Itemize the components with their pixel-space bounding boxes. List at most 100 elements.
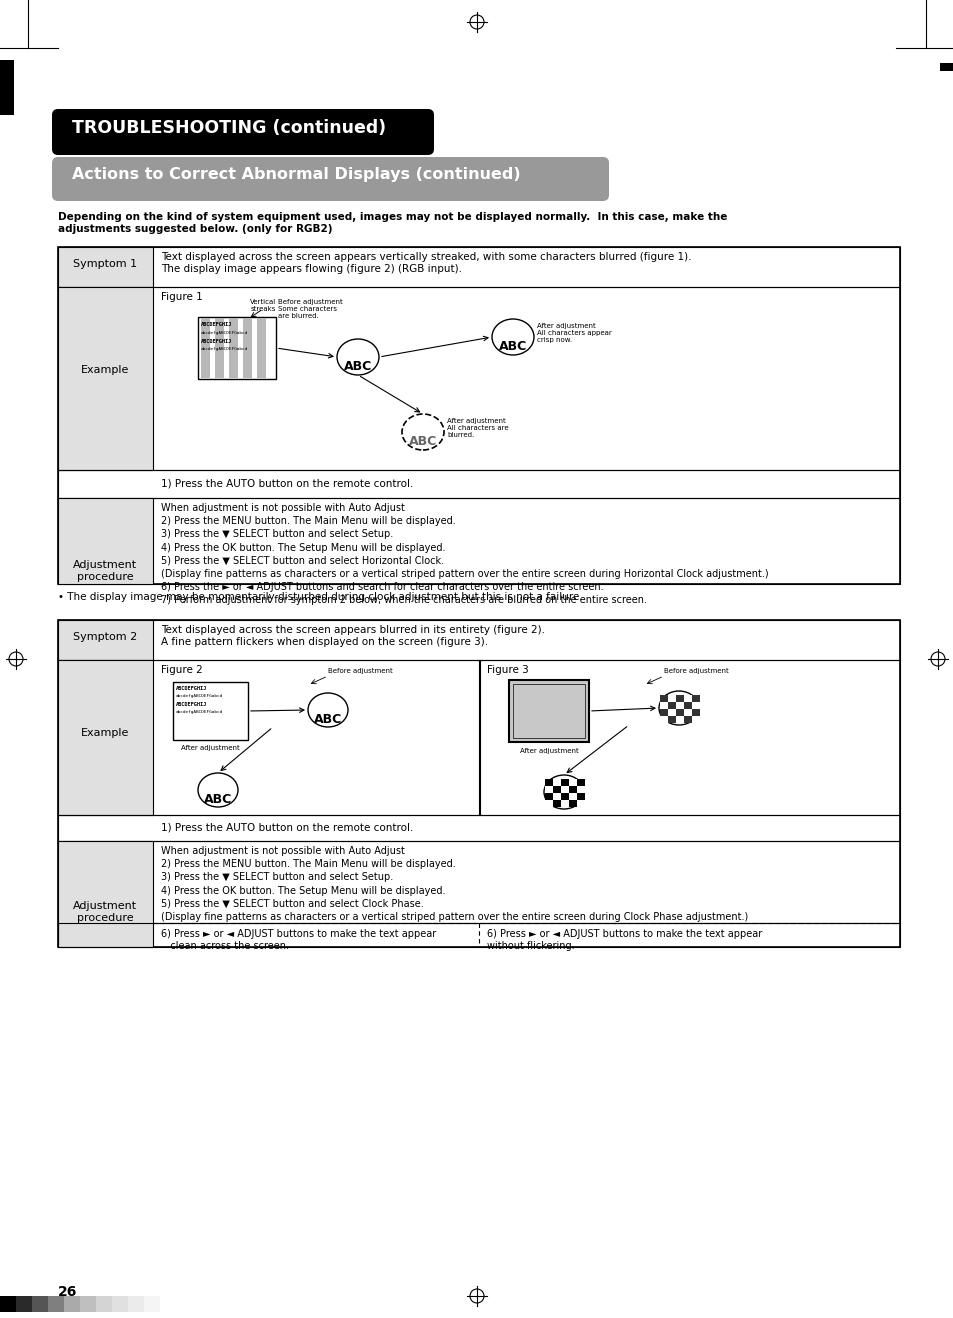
Text: Actions to Correct Abnormal Displays (continued): Actions to Correct Abnormal Displays (co… xyxy=(71,167,520,182)
Bar xyxy=(553,786,560,793)
Text: Vertical
streaks: Vertical streaks xyxy=(250,299,275,312)
Bar xyxy=(568,793,577,800)
Bar xyxy=(58,841,899,923)
Text: Adjustment
procedure: Adjustment procedure xyxy=(72,560,137,581)
Bar xyxy=(939,63,953,71)
Bar xyxy=(16,1296,32,1311)
Bar xyxy=(676,709,683,716)
Bar xyxy=(544,779,553,786)
Bar xyxy=(544,800,553,807)
Bar xyxy=(58,619,152,660)
Bar xyxy=(198,318,275,380)
Bar xyxy=(201,318,210,378)
Ellipse shape xyxy=(308,693,348,728)
Text: ABC: ABC xyxy=(409,435,436,448)
Text: 1) Press the AUTO button on the remote control.: 1) Press the AUTO button on the remote c… xyxy=(161,478,413,488)
Bar xyxy=(32,1296,48,1311)
Bar xyxy=(58,660,899,815)
Bar xyxy=(64,1296,80,1311)
Bar xyxy=(568,800,577,807)
Text: • The display image may be momentarily disturbed during clock adjustment but thi: • The display image may be momentarily d… xyxy=(58,592,582,602)
Bar xyxy=(683,716,691,724)
Text: Before adjustment: Before adjustment xyxy=(328,668,393,673)
Text: Depending on the kind of system equipment used, images may not be displayed norm: Depending on the kind of system equipmen… xyxy=(58,212,726,233)
Bar xyxy=(544,793,553,800)
Text: ABCDEFGHIJ: ABCDEFGHIJ xyxy=(175,685,207,691)
Text: Text displayed across the screen appears vertically streaked, with some characte: Text displayed across the screen appears… xyxy=(161,252,691,274)
Bar xyxy=(112,1296,128,1311)
Bar xyxy=(667,709,676,716)
Bar xyxy=(553,779,560,786)
Text: ABC: ABC xyxy=(498,340,527,353)
Text: After adjustment
All characters appear
crisp now.: After adjustment All characters appear c… xyxy=(537,323,611,343)
Text: ABCDEFGHIJ: ABCDEFGHIJ xyxy=(201,339,232,344)
Bar xyxy=(691,695,700,702)
Ellipse shape xyxy=(198,772,237,807)
Bar xyxy=(214,318,224,378)
Bar xyxy=(560,793,568,800)
Text: ABC: ABC xyxy=(204,793,232,807)
Bar xyxy=(577,779,584,786)
Text: Symptom 1: Symptom 1 xyxy=(72,260,137,269)
Bar xyxy=(48,1296,64,1311)
Text: ABCDEFGHIJ: ABCDEFGHIJ xyxy=(201,322,232,327)
Bar xyxy=(659,709,667,716)
Bar xyxy=(128,1296,144,1311)
Bar xyxy=(58,246,899,287)
Text: abcdefgABCDEFGabcd: abcdefgABCDEFGabcd xyxy=(175,695,223,699)
Text: 6) Press ► or ◄ ADJUST buttons to make the text appear
   clean across the scree: 6) Press ► or ◄ ADJUST buttons to make t… xyxy=(161,929,436,950)
Bar xyxy=(667,695,676,702)
Bar xyxy=(676,716,683,724)
Ellipse shape xyxy=(659,691,699,725)
Text: ABC: ABC xyxy=(314,713,342,726)
Bar xyxy=(667,716,676,724)
Bar xyxy=(229,318,237,378)
Bar xyxy=(544,786,553,793)
Bar xyxy=(172,681,248,739)
Text: Before adjustment: Before adjustment xyxy=(663,668,728,673)
Bar xyxy=(58,841,152,948)
Bar xyxy=(96,1296,112,1311)
Bar xyxy=(667,702,676,709)
Bar xyxy=(58,815,899,841)
Text: Example: Example xyxy=(81,365,129,376)
FancyBboxPatch shape xyxy=(52,109,434,156)
Bar xyxy=(553,800,560,807)
Bar xyxy=(568,786,577,793)
Text: TROUBLESHOOTING (continued): TROUBLESHOOTING (continued) xyxy=(71,119,386,137)
Bar xyxy=(676,702,683,709)
Text: Figure 1: Figure 1 xyxy=(161,293,203,302)
Text: Figure 2: Figure 2 xyxy=(161,666,203,675)
Bar xyxy=(560,779,568,786)
Bar xyxy=(577,800,584,807)
Bar xyxy=(58,498,899,584)
Bar xyxy=(509,680,588,742)
Bar xyxy=(676,695,683,702)
Bar xyxy=(577,786,584,793)
Text: abcdefgABCDEFGabcd: abcdefgABCDEFGabcd xyxy=(175,710,223,714)
Ellipse shape xyxy=(336,339,378,376)
Bar xyxy=(553,793,560,800)
Bar xyxy=(513,684,584,738)
Bar xyxy=(256,318,266,378)
Text: After adjustment: After adjustment xyxy=(519,749,578,754)
Bar xyxy=(691,716,700,724)
Text: When adjustment is not possible with Auto Adjust
2) Press the MENU button. The M: When adjustment is not possible with Aut… xyxy=(161,503,768,605)
Text: 6) Press ► or ◄ ADJUST buttons to make the text appear
without flickering.: 6) Press ► or ◄ ADJUST buttons to make t… xyxy=(486,929,761,950)
Bar xyxy=(659,702,667,709)
Bar xyxy=(58,246,899,584)
Text: abcdefgABCDEFGabcd: abcdefgABCDEFGabcd xyxy=(201,347,248,351)
Bar xyxy=(0,61,14,115)
Bar xyxy=(691,709,700,716)
Text: Text displayed across the screen appears blurred in its entirety (figure 2).
A f: Text displayed across the screen appears… xyxy=(161,625,544,647)
Bar xyxy=(58,246,152,287)
Bar xyxy=(80,1296,96,1311)
Bar xyxy=(659,695,667,702)
Bar xyxy=(243,318,252,378)
Text: 1) Press the AUTO button on the remote control.: 1) Press the AUTO button on the remote c… xyxy=(161,822,413,832)
Bar xyxy=(58,498,152,584)
Bar xyxy=(0,1296,16,1311)
Text: Example: Example xyxy=(81,728,129,738)
Text: ABCDEFGHIJ: ABCDEFGHIJ xyxy=(175,702,207,706)
Text: After adjustment
All characters are
blurred.: After adjustment All characters are blur… xyxy=(447,418,508,438)
